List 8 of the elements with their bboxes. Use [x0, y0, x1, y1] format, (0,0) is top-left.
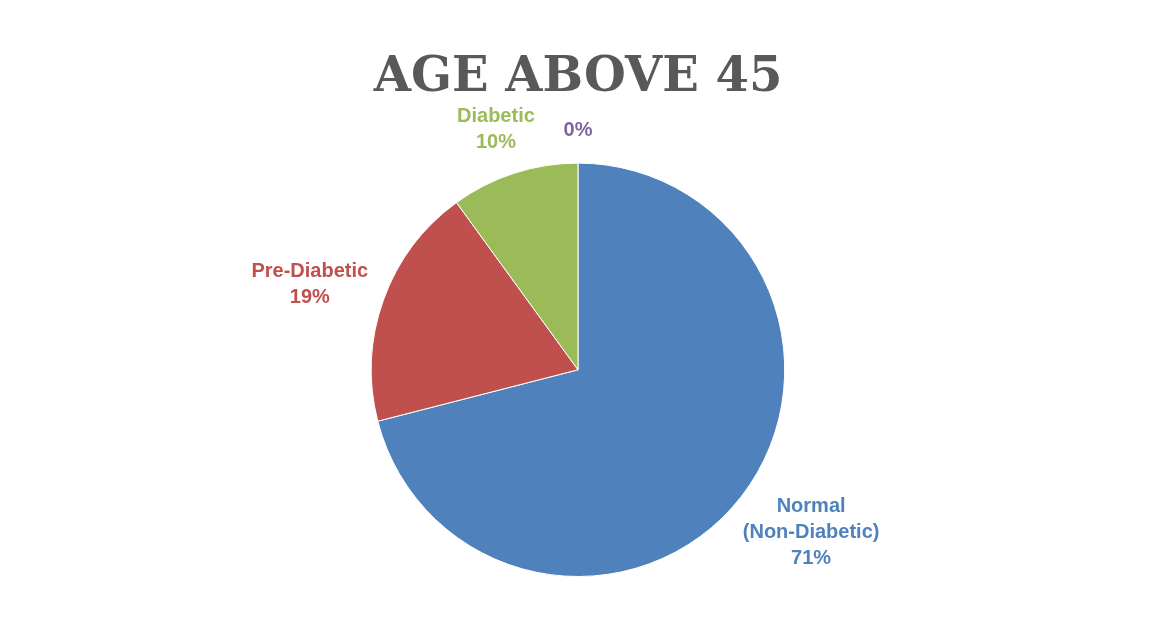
slice-label: Pre-Diabetic — [251, 258, 369, 281]
data-label: 10% — [475, 129, 517, 152]
data-label: 71% — [791, 546, 832, 569]
slice-label: Diabetic — [457, 103, 535, 126]
text: 0% — [563, 117, 593, 140]
chart-title: AGE ABOVE 45 — [372, 46, 783, 103]
slice-label: Normal (Non-Diabetic) — [742, 494, 880, 543]
data-label: 19% — [289, 284, 331, 307]
